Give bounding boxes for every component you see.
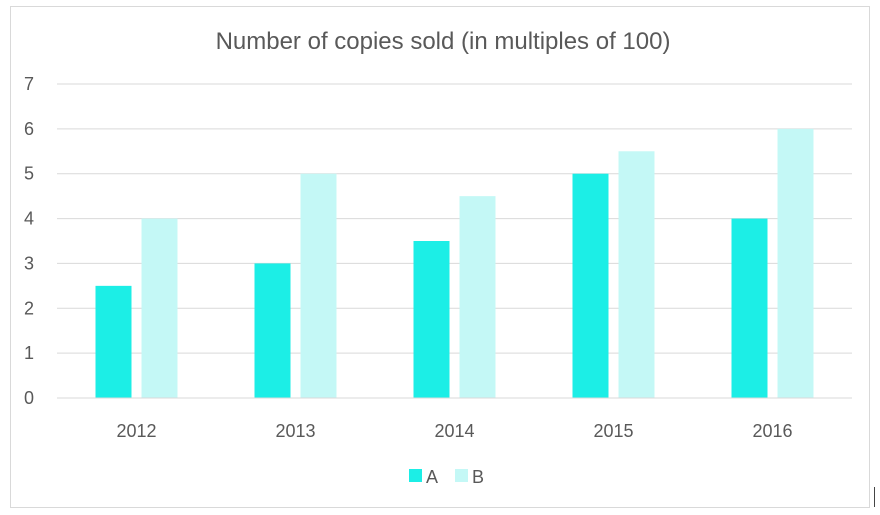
- x-tick-label: 2012: [116, 421, 156, 441]
- legend-swatch-b: [455, 469, 468, 482]
- bar-a-2016: [731, 218, 768, 398]
- x-tick-label: 2013: [275, 421, 315, 441]
- bar-a-2014: [413, 241, 450, 398]
- y-tick-label: 5: [24, 164, 34, 184]
- grid-lines: [57, 83, 852, 354]
- bars: [95, 128, 814, 398]
- y-tick-label: 4: [24, 209, 34, 229]
- y-tick-label: 1: [24, 343, 34, 363]
- y-tick-label: 0: [24, 388, 34, 408]
- bar-a-2013: [254, 263, 291, 398]
- bar-b-2015: [618, 151, 655, 398]
- bar-a-2015: [572, 173, 609, 398]
- frame-edge-mark: [874, 487, 875, 507]
- x-tick-label: 2015: [593, 421, 633, 441]
- bar-b-2014: [459, 196, 496, 398]
- bar-b-2012: [141, 218, 178, 398]
- chart-title: Number of copies sold (in multiples of 1…: [216, 28, 671, 55]
- bar-a-2012: [95, 285, 132, 398]
- legend-swatch-a: [409, 469, 422, 482]
- y-tick-label: 3: [24, 253, 34, 273]
- x-tick-label: 2014: [434, 421, 474, 441]
- y-axis-ticks: 0 1 2 3 4 5 6 7: [24, 74, 34, 408]
- legend-label-a: A: [426, 467, 438, 487]
- y-tick-label: 2: [24, 298, 34, 318]
- legend-label-b: B: [472, 467, 484, 487]
- bar-b-2013: [300, 173, 337, 398]
- y-tick-label: 7: [24, 74, 34, 94]
- bar-b-2016: [777, 128, 814, 398]
- x-tick-label: 2016: [752, 421, 792, 441]
- y-tick-label: 6: [24, 119, 34, 139]
- x-axis-ticks: 2012 2013 2014 2015 2016: [116, 421, 792, 441]
